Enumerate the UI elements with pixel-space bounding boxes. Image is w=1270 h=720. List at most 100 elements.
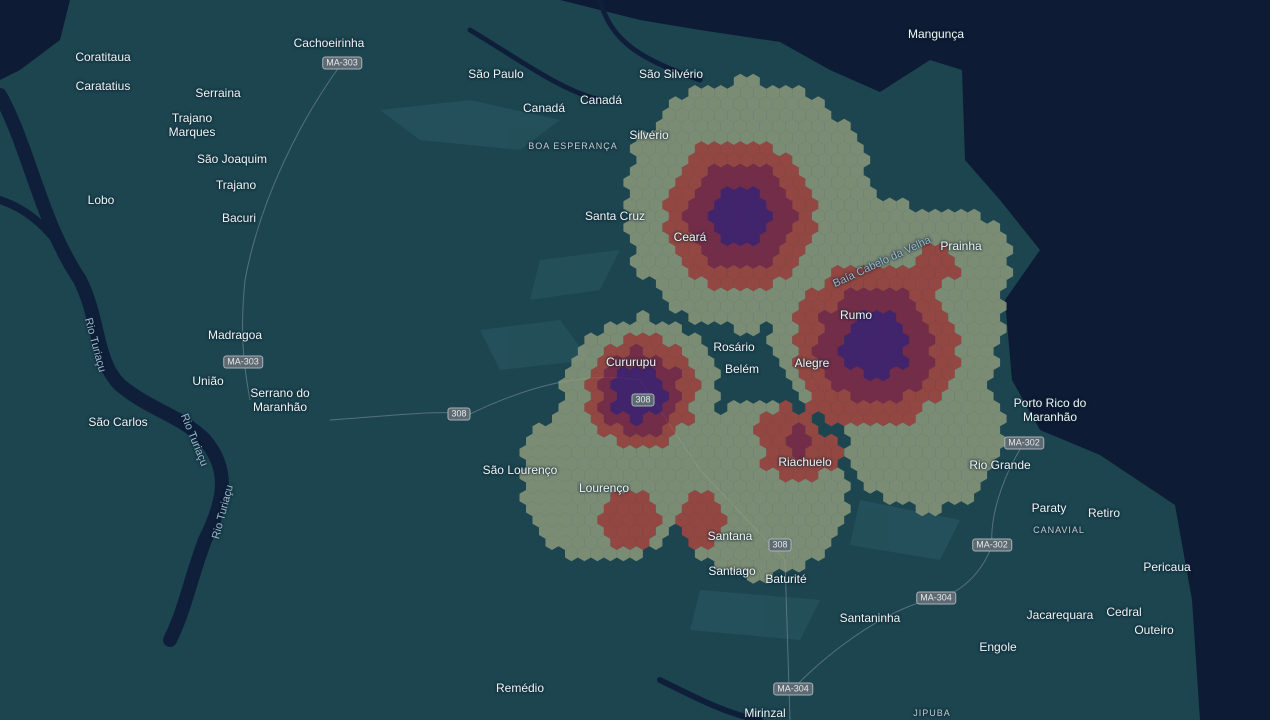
hex-cell — [623, 197, 637, 213]
hex-cell — [707, 478, 721, 494]
hex-cell — [915, 208, 929, 224]
hex-cell — [688, 107, 702, 123]
hex-cell — [629, 366, 643, 382]
hex-cell — [597, 355, 611, 370]
hex-cell — [688, 355, 702, 370]
hex-cell — [590, 478, 604, 494]
hex-cell — [928, 366, 942, 382]
hex-cell — [818, 332, 832, 348]
hex-cell — [740, 400, 754, 415]
hex-cell — [759, 186, 773, 202]
hex-cell — [759, 523, 773, 539]
hex-cell — [565, 478, 578, 494]
hex-cell — [675, 152, 689, 168]
hex-cell — [902, 411, 916, 427]
hex-cell — [727, 130, 741, 145]
hex-cell — [701, 107, 715, 123]
road: 308 — [447, 407, 471, 421]
hex-cell — [831, 467, 845, 483]
hex-cell — [818, 535, 832, 550]
hex-cell — [974, 287, 988, 303]
hex-cell — [623, 467, 637, 483]
hex-cell — [565, 411, 578, 427]
hex-cell — [766, 400, 780, 415]
hex-cell — [597, 400, 611, 415]
hex-cell — [863, 321, 877, 337]
hex-cell — [552, 433, 565, 449]
hex-cell — [857, 445, 871, 460]
hex-cell — [636, 355, 650, 370]
hex-cell — [577, 456, 591, 472]
road: MA-302 — [972, 538, 1012, 552]
hex-cell — [922, 265, 936, 280]
hex-cell — [785, 321, 799, 337]
hex-cell — [740, 265, 754, 280]
hex-cell — [759, 118, 773, 134]
hex-cell — [720, 141, 734, 157]
hex-cell — [629, 321, 643, 337]
hex-cell — [655, 118, 669, 134]
hex-cell — [779, 85, 793, 100]
hex-cell — [915, 411, 929, 427]
hex-cell — [526, 478, 539, 494]
hex-cell — [565, 456, 578, 472]
hex-cell — [811, 456, 825, 472]
hex-cell — [902, 478, 916, 494]
hex-cell — [766, 310, 780, 325]
hex-cell — [766, 332, 780, 348]
hex-cell — [701, 490, 715, 505]
hex-cell — [805, 490, 819, 505]
hex-cell — [824, 163, 838, 179]
hex-cell — [668, 96, 682, 112]
hex-cell — [629, 523, 643, 539]
hex-cell — [935, 422, 949, 438]
place: Cururupu — [605, 355, 657, 369]
hex-cell — [811, 321, 825, 337]
hex-cell — [928, 411, 942, 427]
hex-cell — [772, 96, 786, 112]
hex-cell — [805, 467, 819, 483]
place: Remédio — [495, 681, 545, 695]
hex-cell — [948, 332, 962, 348]
hex-cell — [701, 310, 715, 325]
place: Canadá — [522, 101, 566, 115]
hex-cell — [896, 400, 910, 415]
place: Jacarequara — [1026, 608, 1094, 622]
hex-cell — [889, 343, 903, 359]
hex-cell — [779, 152, 793, 168]
hex-cell — [753, 310, 767, 325]
hex-cell — [876, 478, 890, 494]
hex-cell — [675, 242, 689, 258]
hex-cell — [779, 332, 793, 348]
hex-cell — [863, 186, 877, 202]
hex-cell — [642, 366, 656, 382]
hex-cell — [974, 310, 988, 325]
hex-cell — [688, 422, 702, 438]
hex-cell — [844, 265, 858, 280]
hex-cell — [766, 130, 780, 145]
hex-cell — [779, 310, 793, 325]
hex-cell — [753, 557, 767, 573]
hex-cell — [623, 355, 637, 370]
hex-cell — [805, 130, 819, 145]
place: Rio Grande — [969, 458, 1031, 472]
hex-cell — [688, 490, 702, 505]
hex-cell — [766, 467, 780, 483]
hex-cell — [837, 501, 851, 517]
hex-cell — [649, 175, 663, 190]
hex-cell — [681, 523, 695, 539]
hex-cell — [636, 152, 650, 168]
hex-cell — [974, 377, 988, 393]
hex-cell — [909, 467, 923, 483]
hex-cell — [694, 253, 708, 269]
hex-cell — [883, 355, 897, 370]
hex-cell — [766, 557, 780, 573]
hex-cell — [954, 321, 968, 337]
hex-cell — [915, 433, 929, 449]
hex-cell — [818, 377, 832, 393]
hex-cell — [928, 208, 942, 224]
hex-cell — [779, 467, 793, 483]
hex-cell — [740, 287, 754, 303]
hex-cell — [954, 433, 968, 449]
hex-cell — [941, 456, 955, 472]
